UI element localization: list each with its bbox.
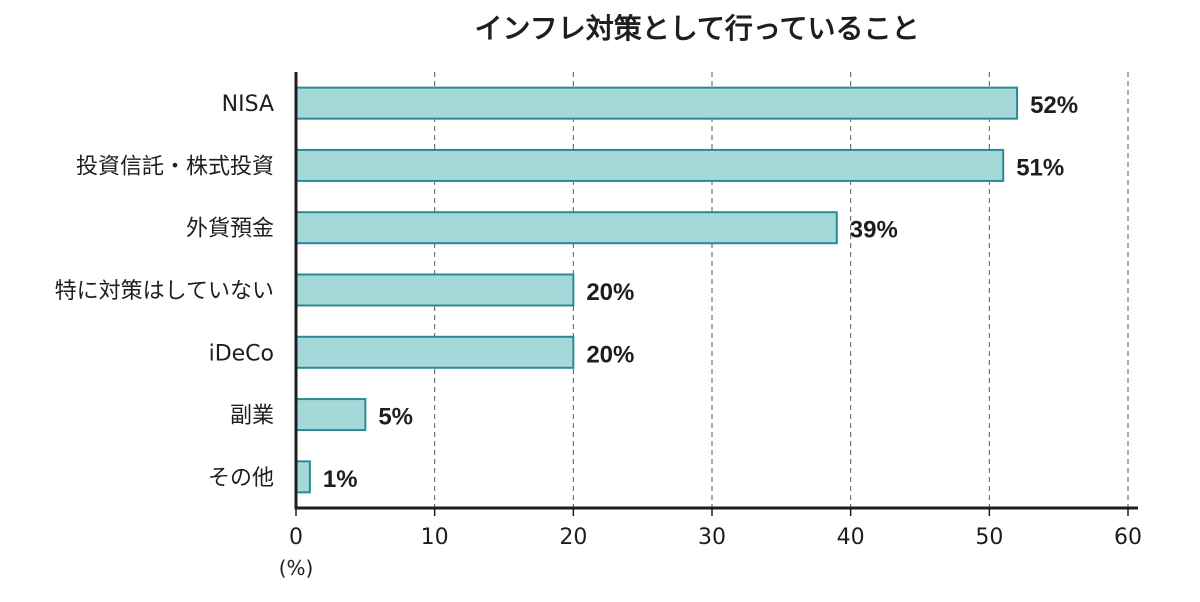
bar-2 [295, 211, 838, 245]
category-label-0: NISA [222, 92, 274, 117]
x-tick-label-40: 40 [837, 525, 865, 550]
x-tick-label-30: 30 [698, 525, 726, 550]
value-labels: 52% 51% 39% 20% 20% 5% 1% [323, 92, 1078, 493]
category-label-2: 外貨預金 [186, 217, 274, 242]
bar-0 [295, 86, 1019, 120]
grid-lines [434, 72, 1129, 508]
bars [295, 86, 1019, 494]
value-label-1: 51% [1016, 154, 1064, 181]
x-tick-label-50: 50 [975, 525, 1003, 550]
x-tick-label-10: 10 [421, 525, 449, 550]
value-label-5: 5% [378, 404, 413, 431]
bar-3 [295, 273, 575, 307]
x-tick-labels: 0 10 20 30 40 50 60 [289, 525, 1142, 550]
category-label-5: 副業 [230, 404, 274, 429]
bar-5 [295, 398, 367, 432]
value-label-3: 20% [586, 279, 634, 306]
value-label-4: 20% [586, 341, 634, 368]
category-label-6: その他 [208, 466, 274, 491]
x-tick-label-0: 0 [289, 525, 303, 550]
value-label-0: 52% [1030, 92, 1078, 119]
value-label-2: 39% [850, 217, 898, 244]
category-label-3: 特に対策はしていない [55, 279, 274, 304]
category-label-4: iDeCo [209, 341, 274, 366]
bar-6 [295, 460, 311, 494]
axes [294, 72, 1138, 516]
bar-4 [295, 335, 575, 369]
category-label-1: 投資信託・株式投資 [76, 154, 274, 179]
x-tick-label-20: 20 [559, 525, 587, 550]
bar-1 [295, 148, 1005, 182]
value-label-6: 1% [323, 466, 358, 493]
x-tick-label-60: 60 [1114, 525, 1142, 550]
chart-title: インフレ対策として行っていること [475, 12, 920, 45]
x-axis-unit: (%) [279, 556, 314, 580]
